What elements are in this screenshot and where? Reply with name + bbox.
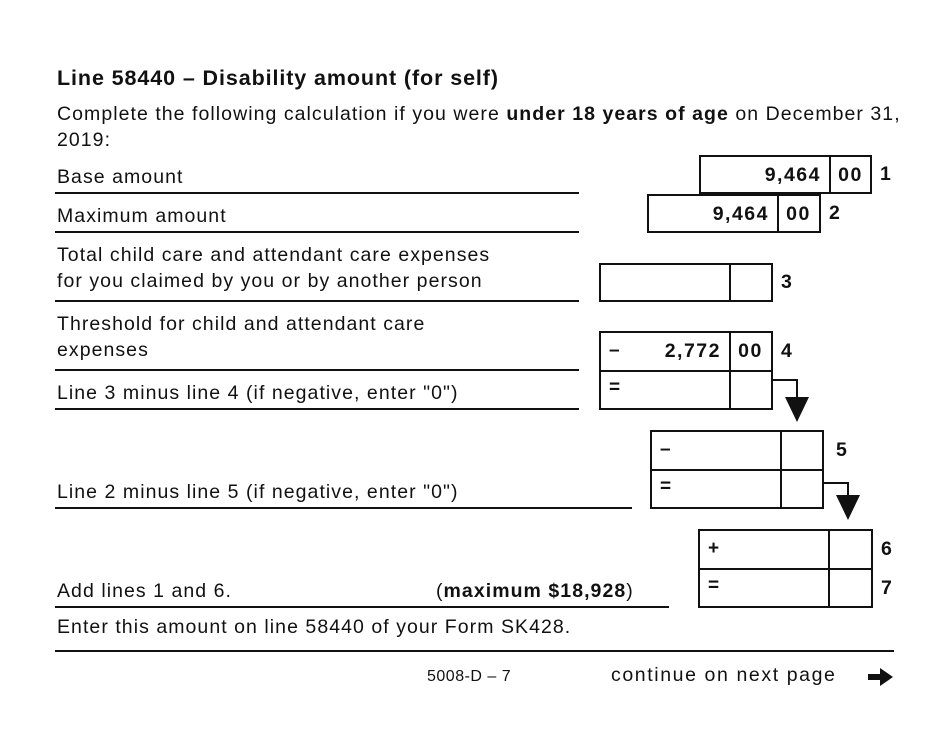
equals-operator: = bbox=[708, 575, 720, 596]
minus-operator: – bbox=[660, 439, 671, 460]
cents-divider bbox=[829, 157, 831, 192]
line-7-label: Add lines 1 and 6. bbox=[57, 580, 233, 602]
row-divider bbox=[601, 370, 771, 372]
line-2-minus-5-label: Line 2 minus line 5 (if negative, enter … bbox=[57, 481, 459, 503]
line-6-7-calc-field[interactable]: + = bbox=[698, 529, 873, 608]
line-5-number: 5 bbox=[836, 439, 847, 461]
continue-label: continue on next page bbox=[611, 664, 837, 686]
line-4-number: 4 bbox=[781, 340, 792, 362]
line-2-dollars: 9,464 bbox=[712, 203, 769, 225]
line-1-amount-field[interactable]: 9,464 00 bbox=[699, 155, 872, 194]
cents-divider bbox=[729, 265, 731, 300]
row-divider bbox=[700, 568, 871, 570]
line-6-number: 6 bbox=[881, 538, 892, 560]
section-intro: Complete the following calculation if yo… bbox=[57, 101, 917, 153]
line-3-rule bbox=[55, 300, 579, 302]
line-2-minus-5-rule bbox=[55, 507, 632, 509]
line-1-rule bbox=[55, 192, 579, 194]
line-7-rule bbox=[55, 606, 669, 608]
line-5-calc-field[interactable]: – = bbox=[650, 430, 824, 509]
instruction-text: Enter this amount on line 58440 of your … bbox=[57, 616, 572, 638]
line-3-minus-4-rule bbox=[55, 408, 579, 410]
line-3-number: 3 bbox=[781, 271, 792, 293]
line-4-calc-field[interactable]: – 2,772 00 = bbox=[599, 331, 773, 410]
intro-bold-text: under 18 years of age bbox=[506, 103, 729, 125]
line-3-label-1: Total child care and attendant care expe… bbox=[57, 244, 491, 266]
line-3-minus-4-label: Line 3 minus line 4 (if negative, enter … bbox=[57, 382, 459, 404]
paren-close: ) bbox=[626, 580, 634, 602]
cents-divider bbox=[777, 196, 779, 231]
line-1-number: 1 bbox=[880, 163, 891, 185]
line-4-rule bbox=[55, 369, 579, 371]
line-4-label-2: expenses bbox=[57, 339, 149, 361]
line-2-amount-field[interactable]: 9,464 00 bbox=[647, 194, 821, 233]
arrow-right-icon bbox=[868, 668, 893, 686]
plus-operator: + bbox=[708, 538, 720, 559]
line-1-cents: 00 bbox=[838, 164, 863, 186]
line-2-label: Maximum amount bbox=[57, 205, 227, 227]
line-1-label: Base amount bbox=[57, 166, 184, 188]
line-3-amount-field[interactable] bbox=[599, 263, 773, 302]
section-title: Line 58440 – Disability amount (for self… bbox=[57, 66, 499, 90]
form-page-code: 5008-D – 7 bbox=[427, 668, 512, 685]
line-2-cents: 00 bbox=[786, 203, 811, 225]
continue-next-page-link[interactable]: continue on next page bbox=[611, 664, 837, 687]
line-1-dollars: 9,464 bbox=[764, 164, 821, 186]
intro-text: Complete the following calculation if yo… bbox=[57, 103, 507, 125]
line-4-label-1: Threshold for child and attendant care bbox=[57, 313, 426, 335]
line-7-maximum-note: (maximum $18,928) bbox=[436, 578, 634, 604]
minus-operator: – bbox=[609, 340, 620, 361]
line-2-rule bbox=[55, 231, 579, 233]
line-7-number: 7 bbox=[881, 577, 892, 599]
line-3-label-2: for you claimed by you or by another per… bbox=[57, 270, 483, 292]
paren-open: ( bbox=[436, 580, 444, 602]
footer-rule bbox=[55, 650, 894, 652]
line-4-dollars: 2,772 bbox=[664, 340, 721, 362]
line-2-number: 2 bbox=[829, 202, 840, 224]
maximum-amount: maximum $18,928 bbox=[443, 580, 627, 602]
intro-text-end: on December 31, 2019: bbox=[57, 103, 901, 151]
equals-operator: = bbox=[660, 476, 672, 497]
equals-operator: = bbox=[609, 377, 621, 398]
row-divider bbox=[652, 469, 822, 471]
line-4-cents: 00 bbox=[738, 340, 763, 362]
